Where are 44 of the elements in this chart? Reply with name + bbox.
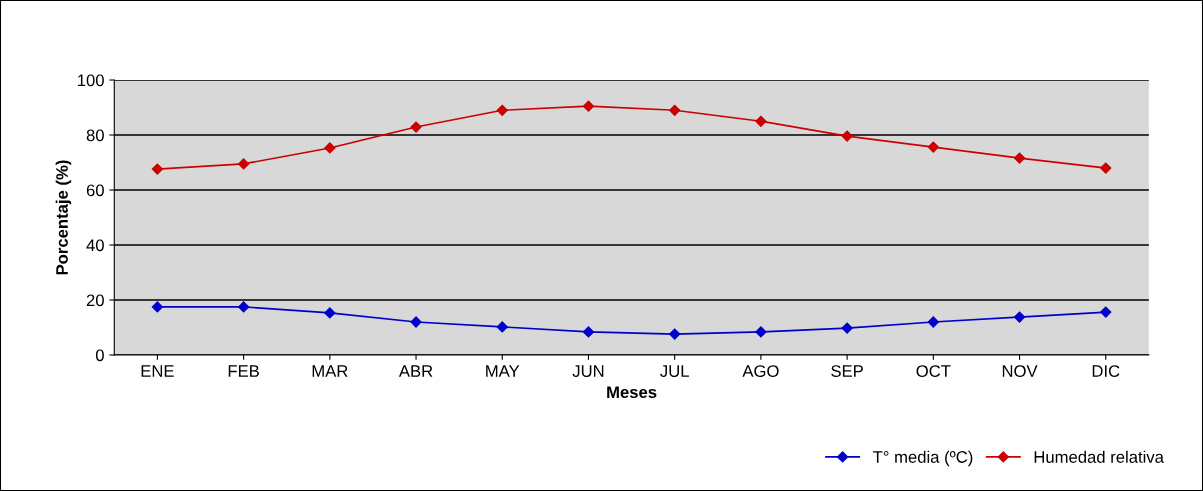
point bbox=[496, 104, 508, 116]
point bbox=[238, 301, 250, 313]
x-tick-label: AGO bbox=[742, 365, 779, 377]
y-tick-label: 60 bbox=[86, 184, 104, 197]
y-tick-label: 100 bbox=[78, 74, 104, 87]
point bbox=[1100, 162, 1112, 174]
y-tick-label: 20 bbox=[86, 294, 104, 307]
point bbox=[582, 326, 595, 338]
x-tick-label: NOV bbox=[1002, 365, 1038, 377]
x-tick-label: MAY bbox=[486, 365, 520, 377]
x-tick-label: DIC bbox=[1092, 365, 1120, 377]
x-tick-label: OCT bbox=[916, 365, 951, 377]
x-tick-label: FEB bbox=[228, 365, 259, 377]
point bbox=[324, 142, 336, 154]
x-tick-label: ENE bbox=[141, 365, 174, 377]
point bbox=[324, 307, 336, 319]
legend-label: T° media (ºC) bbox=[872, 450, 973, 467]
x-tick-label: MAR bbox=[312, 365, 348, 377]
y-axis-title: Porcentaje (%) bbox=[55, 160, 72, 275]
point bbox=[755, 115, 767, 127]
x-axis-title: Meses bbox=[607, 386, 657, 399]
point bbox=[151, 163, 163, 175]
point bbox=[1013, 152, 1026, 164]
point bbox=[927, 141, 939, 153]
x-tick-label: SEP bbox=[831, 365, 863, 377]
point bbox=[755, 326, 767, 338]
point bbox=[1013, 311, 1026, 323]
x-tick-label: JUL bbox=[660, 365, 689, 377]
x-tick-label: ABR bbox=[398, 365, 433, 377]
y-tick-label: 80 bbox=[86, 129, 104, 142]
point bbox=[582, 100, 595, 112]
point bbox=[238, 158, 250, 170]
point bbox=[841, 130, 853, 142]
point bbox=[669, 328, 681, 340]
point bbox=[1100, 306, 1112, 318]
point bbox=[151, 301, 163, 313]
x-tick-label: JUN bbox=[572, 365, 604, 377]
point bbox=[496, 321, 508, 333]
point bbox=[841, 322, 853, 334]
legend-label: Humedad relativa bbox=[1034, 450, 1164, 463]
point bbox=[927, 316, 939, 328]
y-tick-label: 0 bbox=[95, 349, 104, 362]
point bbox=[669, 104, 681, 116]
y-tick-label: 40 bbox=[86, 239, 104, 252]
